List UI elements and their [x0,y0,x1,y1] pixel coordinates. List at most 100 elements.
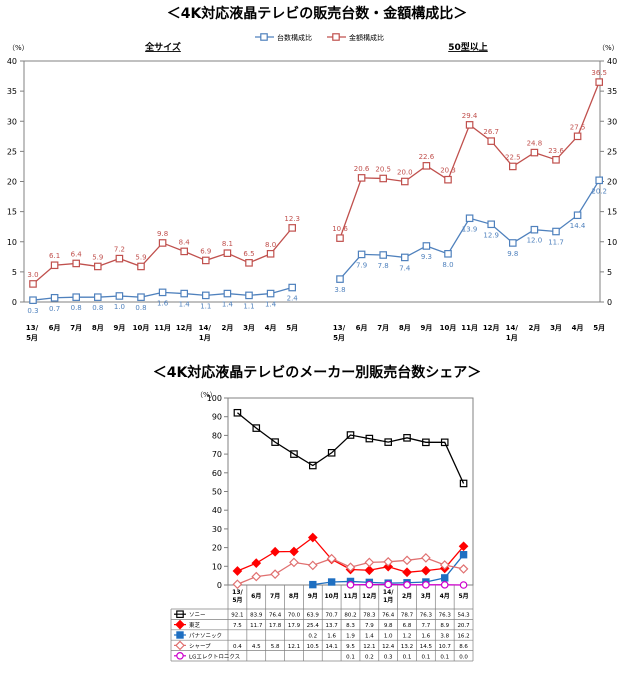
count-all-sizes-point [202,291,210,300]
x-tick-label-2: 6月 [251,592,261,600]
count-over-50-value-label: 20.2 [591,187,607,195]
right-x-tick-label: 1月 [506,334,518,342]
right-y-tick-label: 15 [607,208,617,217]
series-point-1 [402,567,412,578]
legend-label-amount: 金額構成比 [349,33,384,42]
amount-over-50-point [465,121,474,129]
left-x-tick-label: 12月 [176,324,193,332]
series-point-4 [384,580,392,589]
y-tick-label-2: 100 [207,394,222,403]
right-x-tick-label: 5月 [593,324,605,332]
table-cell-value: 92.1 [231,613,243,619]
right-x-tick-label: 12月 [483,324,500,332]
table-cell-value: 0.4 [233,644,242,650]
count-all-sizes-point [115,292,124,300]
amount-over-50-point [336,234,344,242]
left-y-tick-label: 5 [12,268,17,277]
amount-all-sizes-value-label: 5.9 [92,253,103,261]
x-tick-label-2: 13/ [232,589,243,596]
table-cell-value: 0.2 [365,654,374,660]
count-over-50-point [336,275,344,283]
top-title: ＜4K対応液晶テレビの販売台数・金額構成比＞ [166,6,468,22]
series-point-2 [459,551,468,559]
amount-over-50-value-label: 20.0 [397,169,413,177]
series-point-3 [364,557,375,568]
table-legend-marker [175,640,185,651]
x-tick-label-2: 9月 [308,592,318,600]
series-point-3 [289,557,299,568]
right-y-tick-label: 40 [607,57,617,66]
amount-over-50-value-label: 20.3 [440,167,456,175]
series-point-2 [309,580,317,589]
series-point-3 [383,556,394,567]
count-over-50-point [357,250,366,259]
table-legend-marker [176,631,184,639]
left-x-tick-label: 5月 [286,324,298,332]
right-y-tick-label: 30 [607,117,617,126]
series-point-1 [251,558,262,568]
series-point-0 [440,438,449,447]
count-all-sizes-point [288,283,297,292]
left-x-tick-label: 11月 [154,324,171,332]
y-tick-label-2: 40 [212,506,222,515]
legend-label-count: 台数構成比 [277,33,312,42]
x-tick-label-2: 3月 [421,592,431,600]
amount-over-50-value-label: 10.6 [332,225,348,233]
series-point-0 [271,438,279,446]
table-cell-value: 13.7 [326,623,339,629]
count-all-sizes-value-label: 0.8 [71,304,82,312]
amount-over-50-value-label: 23.6 [548,147,564,155]
right-x-tick-label: 7月 [377,324,389,332]
table-legend-marker [176,651,184,660]
table-series-name: ソニー [189,612,206,619]
series-point-1 [307,532,318,543]
amount-over-50-point [444,175,452,184]
y-tick-label-2: 20 [212,544,222,553]
series-point-4 [365,580,374,589]
bottom-title: ＜4K対応液晶テレビのメーカー別販売台数シェア＞ [152,365,482,381]
series-point-3 [326,553,337,564]
table-cell-value: 11.7 [250,623,263,629]
series-point-4 [403,581,411,589]
amount-all-sizes-point [93,262,102,271]
count-all-sizes-point [245,291,253,300]
series-point-0 [403,434,411,442]
count-over-50-point [465,214,474,223]
unit-label-2: （%） [196,391,217,399]
count-all-sizes-point [93,293,102,301]
right-x-tick-label: 9月 [420,324,432,332]
right-y-tick-label: 20 [607,178,617,187]
y-tick-label-2: 70 [212,450,222,459]
count-all-sizes-point [72,293,81,301]
left-x-tick-label: 4月 [265,324,277,332]
count-over-50-point [422,242,431,250]
amount-all-sizes-value-label: 6.4 [71,250,83,258]
table-cell-value: 0.2 [308,634,317,640]
x-tick-label-2: 12月 [362,592,376,600]
sales-composition-chart: 0 0 5 5 10 10 15 15 20 20 25 25 30 30 35 35 40 40 （%） （%） 全サ… [7,33,619,342]
amount-all-sizes-point [115,254,124,263]
left-x-tick-label: 13/ [26,324,39,332]
right-unit-label: （%） [598,44,619,52]
table-cell-value: 0.3 [384,654,393,660]
left-x-tick-label: 9月 [113,324,125,332]
amount-over-50-point [422,162,431,170]
series-point-2 [441,574,449,582]
table-cell-value: 78.3 [363,613,376,619]
count-over-50-value-label: 11.7 [548,239,564,247]
count-over-50-point [573,211,582,220]
right-y-tick-label: 10 [607,238,617,247]
amount-all-sizes-point [29,280,37,288]
table-cell-value: 9.8 [384,623,393,629]
left-x-tick-label: 6月 [49,324,61,332]
series-point-3 [345,562,356,573]
count-all-sizes-point [29,296,37,304]
x-tick-label-2: 10月 [324,592,338,600]
table-cell-value: 76.4 [269,613,282,619]
y-tick-label-2: 0 [217,581,222,590]
amount-over-50-value-label: 22.5 [505,153,521,161]
table-cell-value: 76.3 [420,613,433,619]
series-point-1 [232,566,243,576]
